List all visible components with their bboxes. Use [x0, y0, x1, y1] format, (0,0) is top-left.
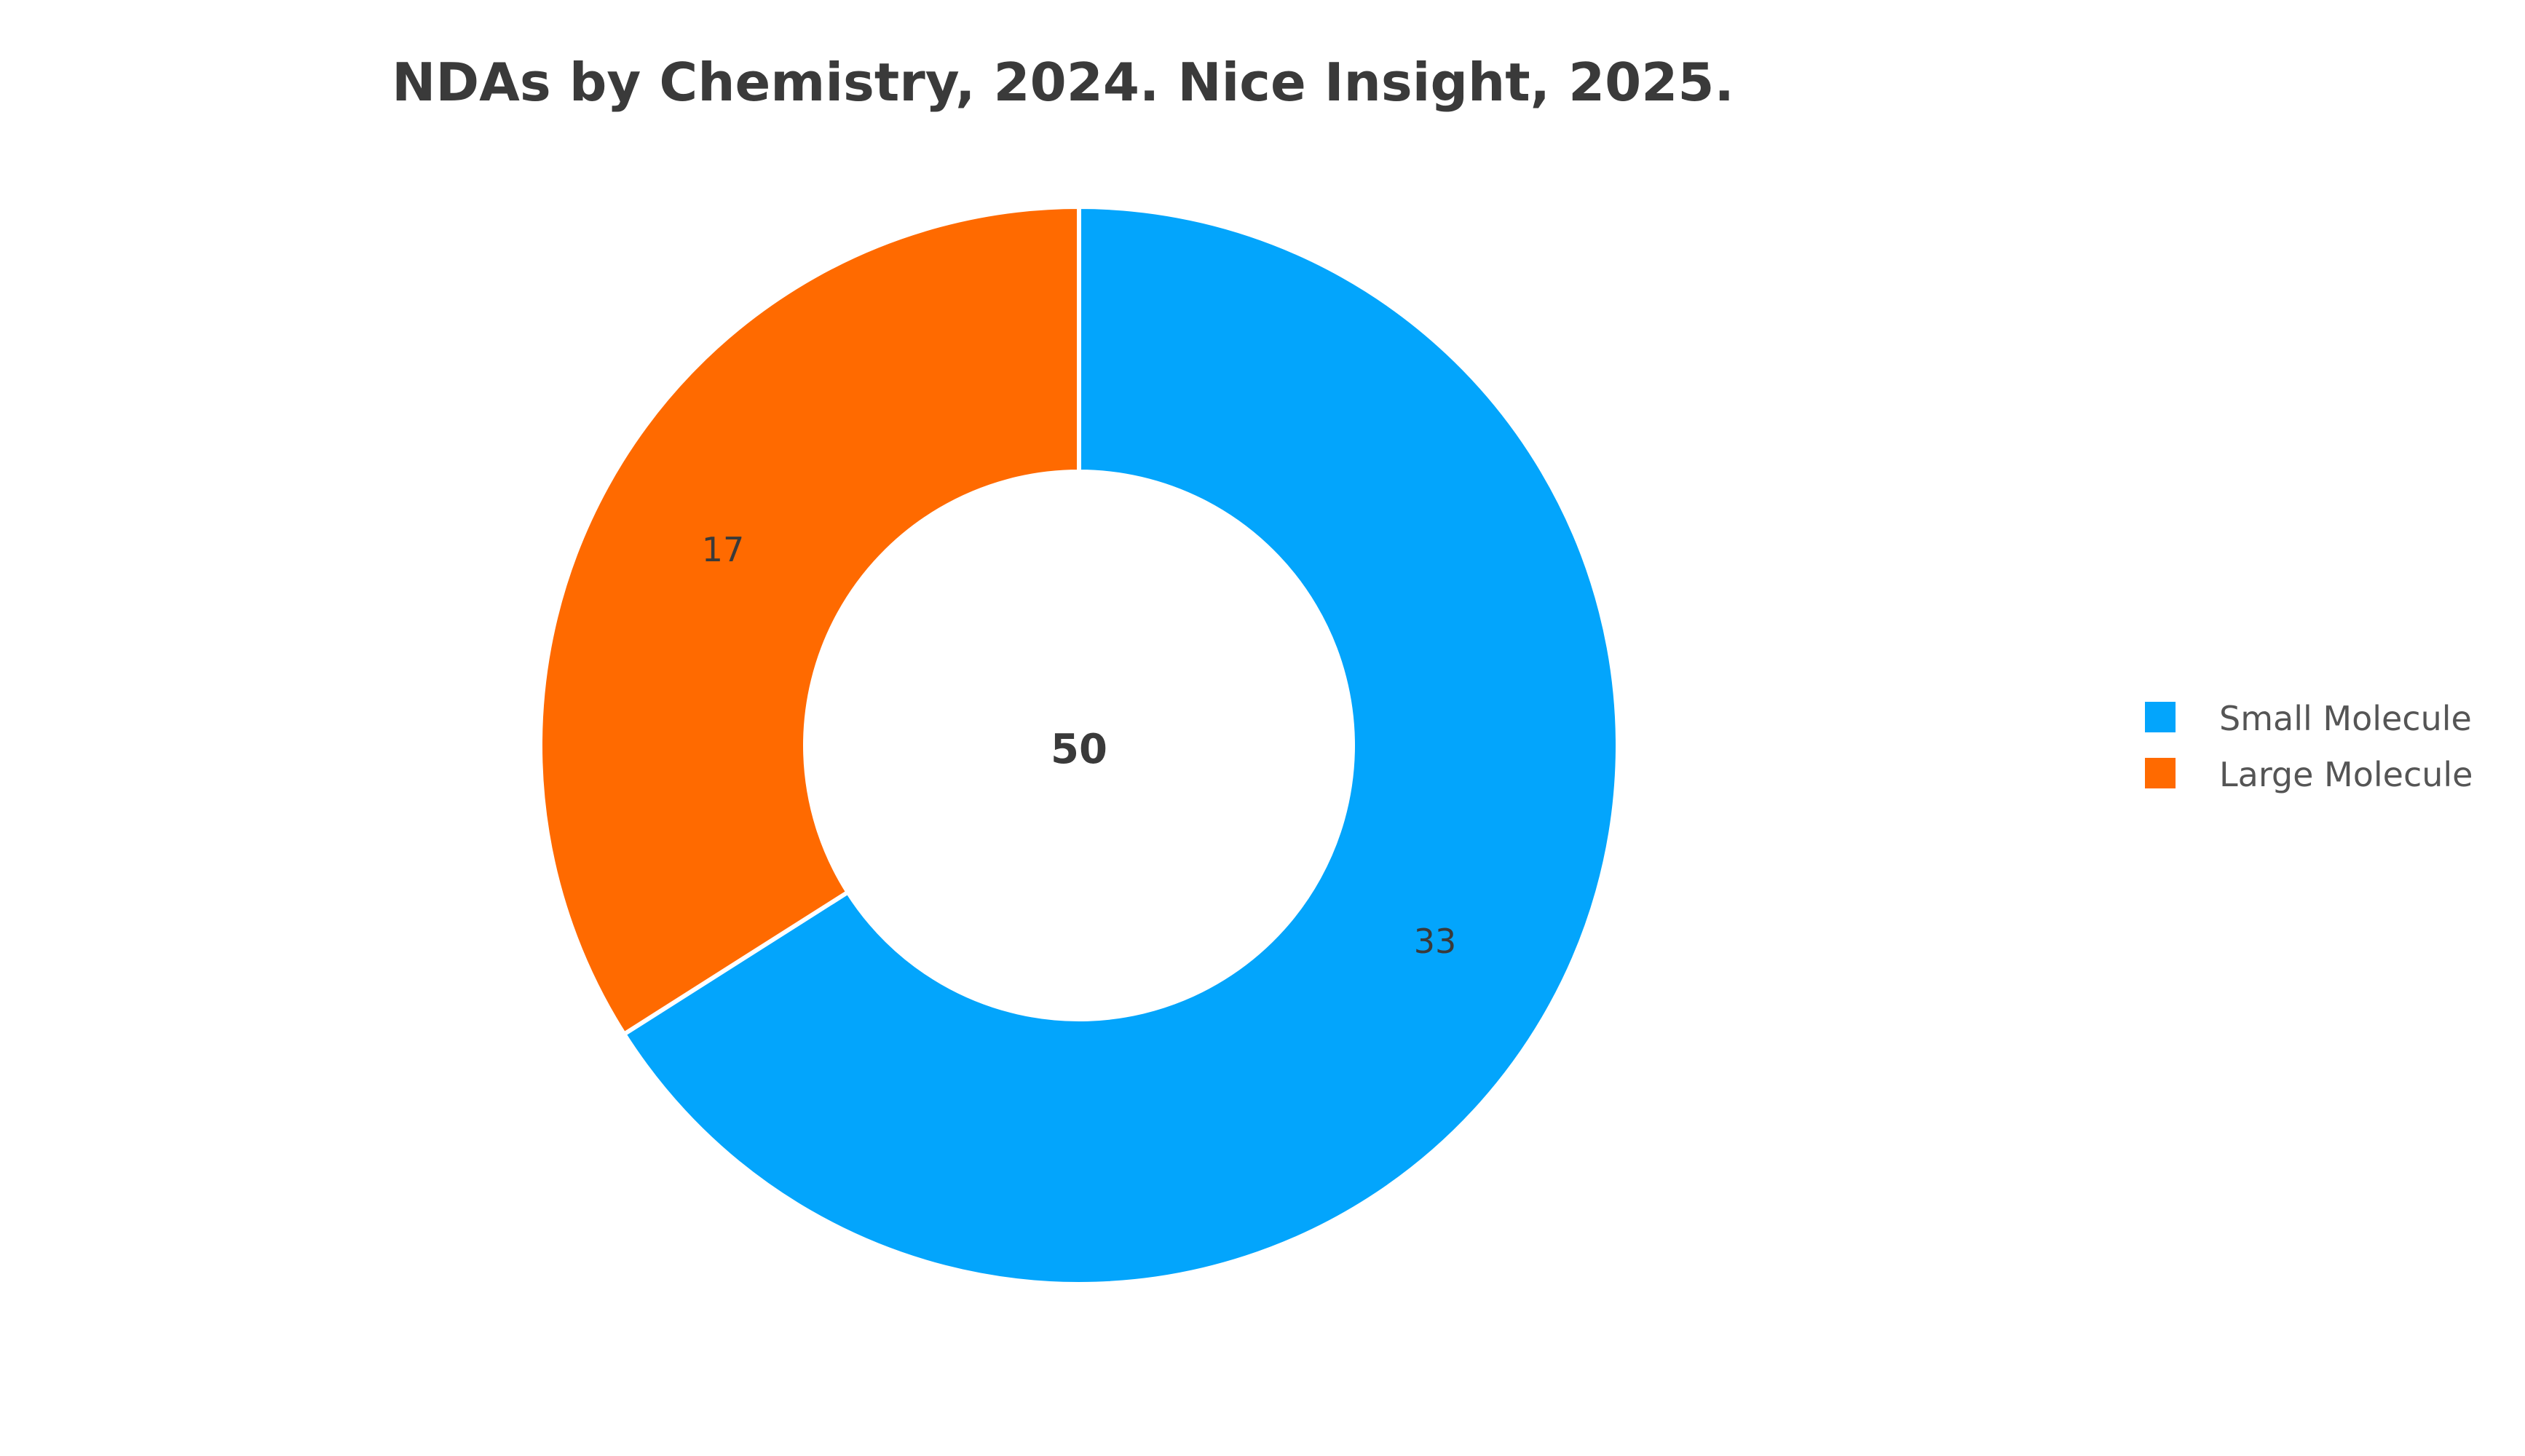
- legend-swatch-large-molecule: [2145, 758, 2176, 788]
- legend-item-small-molecule[interactable]: Small Molecule: [2145, 699, 2472, 738]
- legend-swatch-small-molecule: [2145, 702, 2176, 732]
- center-total-label: 50: [1051, 726, 1107, 773]
- slice-large-molecule[interactable]: [538, 205, 1081, 1037]
- slice-label-small-molecule: 33: [1414, 922, 1457, 961]
- slice-label-large-molecule: 17: [702, 530, 745, 569]
- legend: Small Molecule Large Molecule: [2145, 699, 2473, 794]
- slice-labels: 33 17: [702, 530, 1457, 961]
- legend-label-small-molecule: Small Molecule: [2219, 699, 2472, 738]
- chart-title: NDAs by Chemistry, 2024. Nice Insight, 2…: [392, 52, 1734, 113]
- slice-small-molecule[interactable]: [622, 205, 1620, 1286]
- legend-label-large-molecule: Large Molecule: [2219, 755, 2473, 794]
- legend-item-large-molecule[interactable]: Large Molecule: [2145, 755, 2473, 794]
- donut-slices: [538, 205, 1620, 1286]
